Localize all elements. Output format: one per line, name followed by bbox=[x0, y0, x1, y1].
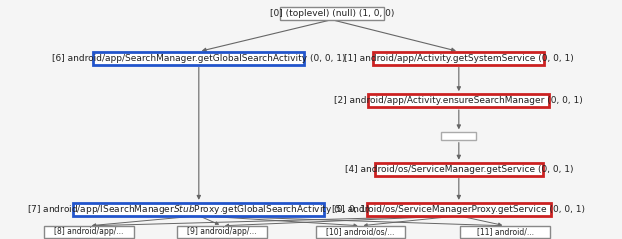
FancyBboxPatch shape bbox=[93, 52, 304, 65]
Text: [7] android/app/ISearchManager$Stub$Proxy.getGlobalSearchActivity (0, 0, 1): [7] android/app/ISearchManager$Stub$Prox… bbox=[27, 203, 370, 216]
Text: [9] android/app/...: [9] android/app/... bbox=[187, 227, 257, 236]
Text: [10] android/os/...: [10] android/os/... bbox=[327, 227, 395, 236]
FancyBboxPatch shape bbox=[368, 94, 549, 107]
FancyBboxPatch shape bbox=[373, 52, 544, 65]
FancyBboxPatch shape bbox=[442, 132, 476, 140]
Text: [8] android/app/...: [8] android/app/... bbox=[54, 227, 124, 236]
FancyBboxPatch shape bbox=[460, 226, 550, 238]
FancyBboxPatch shape bbox=[316, 226, 406, 238]
Text: [4] android/os/ServiceManager.getService (0, 0, 1): [4] android/os/ServiceManager.getService… bbox=[345, 165, 573, 174]
FancyBboxPatch shape bbox=[73, 203, 325, 216]
FancyBboxPatch shape bbox=[44, 226, 134, 238]
Text: [2] android/app/Activity.ensureSearchManager (0, 0, 1): [2] android/app/Activity.ensureSearchMan… bbox=[335, 96, 583, 105]
Text: [6] android/app/SearchManager.getGlobalSearchActivity (0, 0, 1): [6] android/app/SearchManager.getGlobalS… bbox=[52, 54, 346, 63]
Text: [0] (toplevel) (null) (1, 0, 0): [0] (toplevel) (null) (1, 0, 0) bbox=[269, 9, 394, 18]
FancyBboxPatch shape bbox=[177, 226, 267, 238]
Text: [11] android/...: [11] android/... bbox=[476, 227, 534, 236]
FancyBboxPatch shape bbox=[280, 7, 384, 20]
FancyBboxPatch shape bbox=[375, 163, 542, 176]
FancyBboxPatch shape bbox=[366, 203, 551, 216]
Text: [5] android/os/ServiceManagerProxy.getService (0, 0, 1): [5] android/os/ServiceManagerProxy.getSe… bbox=[332, 205, 585, 214]
Text: [1] android/app/Activity.getSystemService (0, 0, 1): [1] android/app/Activity.getSystemServic… bbox=[344, 54, 573, 63]
